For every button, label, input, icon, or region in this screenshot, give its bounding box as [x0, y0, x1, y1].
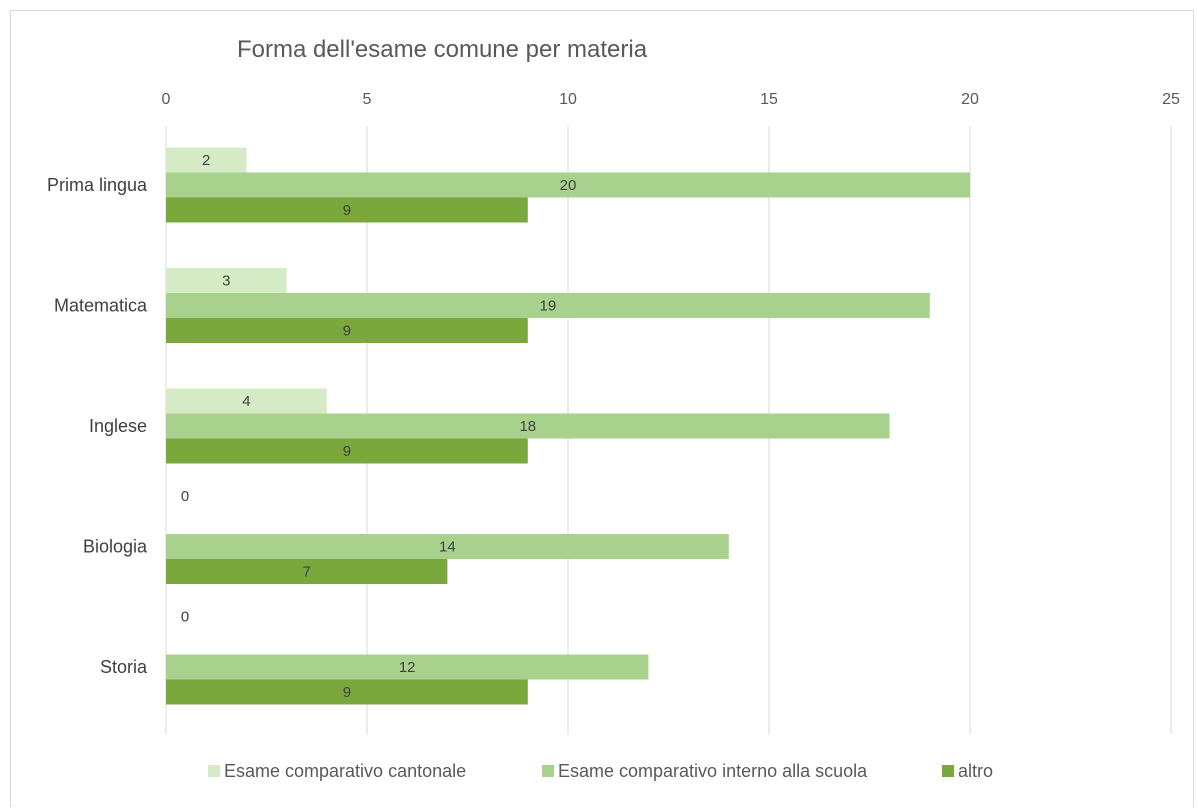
bar	[166, 559, 448, 584]
chart-title: Forma dell'esame comune per materia	[237, 36, 648, 63]
data-labels: 2 20 9 3 19 9 4 18 9 0 14 7 0 12 9	[181, 152, 577, 701]
category-label: Inglese	[89, 416, 147, 436]
data-label: 0	[181, 609, 189, 626]
bar	[166, 413, 890, 439]
legend-label: altro	[958, 761, 993, 781]
data-label: 12	[399, 659, 416, 676]
x-tick-label: 5	[363, 91, 372, 108]
data-label: 9	[343, 202, 351, 219]
bars	[166, 147, 970, 705]
data-label: 9	[343, 443, 351, 460]
bar	[166, 293, 930, 318]
data-label: 18	[519, 418, 536, 435]
bar	[166, 679, 528, 705]
x-tick-label: 10	[559, 91, 577, 108]
legend-swatch	[942, 765, 954, 777]
data-label: 20	[560, 177, 577, 194]
category-label: Storia	[100, 657, 148, 677]
data-label: 19	[540, 298, 557, 315]
bar	[166, 534, 729, 559]
bar	[166, 172, 970, 198]
x-tick-label: 15	[760, 91, 778, 108]
bar	[166, 654, 649, 680]
bar	[166, 388, 327, 414]
bar	[166, 147, 247, 173]
category-label: Biologia	[83, 537, 148, 557]
legend-swatch	[208, 765, 220, 777]
bar	[166, 268, 287, 293]
legend: Esame comparativo cantonale Esame compara…	[208, 761, 993, 781]
data-label: 3	[222, 273, 230, 290]
category-label: Matematica	[54, 296, 148, 316]
data-label: 7	[303, 564, 311, 581]
data-label: 14	[439, 539, 456, 556]
x-axis-ticks: 0 5 10 15 20 25	[162, 91, 1180, 108]
bar-chart: Forma dell'esame comune per materia 0 5 10…	[47, 36, 1180, 781]
legend-label: Esame comparativo interno alla scuola	[558, 761, 868, 781]
category-label: Prima lingua	[47, 175, 148, 195]
data-label: 9	[343, 684, 351, 701]
x-tick-label: 25	[1162, 91, 1180, 108]
bar	[166, 318, 528, 343]
y-axis-categories: Prima lingua Matematica Inglese Biologia Sto…	[47, 175, 148, 677]
data-label: 9	[343, 323, 351, 340]
data-label: 0	[181, 488, 189, 505]
bar	[166, 197, 528, 223]
legend-swatch	[542, 765, 554, 777]
legend-label: Esame comparativo cantonale	[224, 761, 466, 781]
bar	[166, 438, 528, 464]
data-label: 4	[242, 393, 250, 410]
x-tick-label: 0	[162, 91, 171, 108]
chart-frame: Forma dell'esame comune per materia 0 5 10…	[10, 10, 1194, 807]
x-tick-label: 20	[961, 91, 979, 108]
data-label: 2	[202, 152, 210, 169]
